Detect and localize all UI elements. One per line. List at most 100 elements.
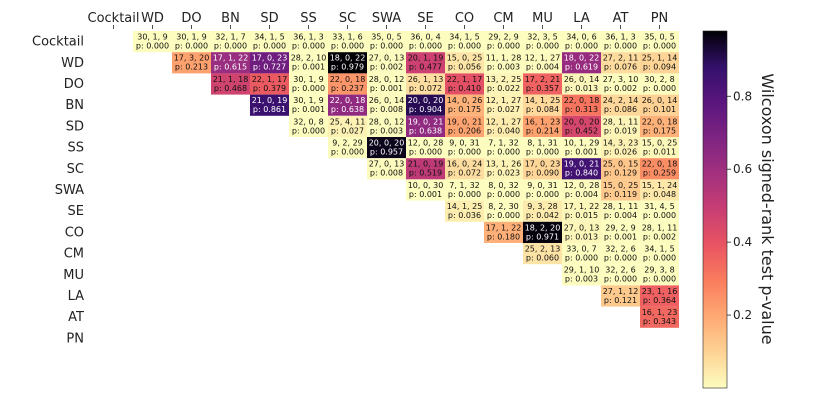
heatmap-cell-counts: 25, 4, 11 [330,117,366,126]
heatmap-cell-pvalue: p: 0.121 [604,296,637,305]
heatmap-cell-pvalue: p: 0.023 [487,169,520,178]
heatmap-cell-counts: 33, 1, 6 [332,33,363,42]
heatmap-cell: 29, 2, 9p: 0.001 [601,221,640,243]
heatmap-cell-counts: 32, 2, 6 [605,266,636,275]
colorbar-tick-label: 0.2 [733,308,752,322]
heatmap-cell: 35, 0, 5p: 0.000 [367,31,406,53]
heatmap-cell-pvalue: p: 0.011 [643,148,676,157]
heatmap-cell-rect [328,52,367,74]
heatmap-cell-rect [445,200,484,222]
heatmap-cell-rect [562,31,601,53]
heatmap-cell-counts: 7, 1, 32 [449,181,480,190]
heatmap-cell: 21, 0, 19p: 0.519 [406,158,445,180]
heatmap-cell-pvalue: p: 0.000 [409,42,442,51]
heatmap-cell-counts: 15, 1, 24 [642,181,678,190]
heatmap-cell-rect [562,94,601,116]
heatmap-cell: 14, 1, 25p: 0.084 [523,94,562,116]
heatmap-cell-pvalue: p: 0.000 [331,148,364,157]
heatmap-cell-rect [601,73,640,95]
heatmap-cell-pvalue: p: 0.002 [604,84,637,93]
x-tick-label: BN [221,11,240,26]
heatmap-cell-counts: 21, 0, 19 [252,96,288,105]
heatmap-cell-rect [289,73,328,95]
heatmap-cell: 32, 3, 5p: 0.000 [523,31,562,53]
heatmap-cell-counts: 36, 0, 4 [410,33,441,42]
heatmap-cell: 17, 0, 23p: 0.727 [250,52,289,74]
heatmap-cell: 36, 1, 3p: 0.000 [289,31,328,53]
colorbar-tick-label: 0.8 [733,89,752,103]
heatmap-cell-pvalue: p: 0.003 [487,63,520,72]
heatmap-cell-pvalue: p: 0.000 [487,211,520,220]
heatmap-cell: 33, 0, 7p: 0.000 [562,243,601,265]
heatmap-cell-pvalue: p: 0.477 [409,63,442,72]
heatmap-cell-pvalue: p: 0.237 [331,84,364,93]
heatmap-cell-pvalue: p: 0.259 [643,169,676,178]
heatmap-cell: 22, 0, 18p: 0.259 [640,158,679,180]
heatmap-cell-counts: 32, 3, 5 [527,33,558,42]
heatmap-cell-rect [601,221,640,243]
heatmap-cell-counts: 16, 1, 23 [525,117,561,126]
heatmap-cell-pvalue: p: 0.001 [409,190,442,199]
heatmap-cell-pvalue: p: 0.638 [409,126,442,135]
heatmap-cell-counts: 22, 0, 18 [642,160,678,169]
heatmap-cell-rect [445,179,484,201]
x-tick-label: SS [300,11,317,26]
heatmap-cell-counts: 28, 1, 11 [603,117,639,126]
heatmap-cell-counts: 35, 0, 5 [371,33,402,42]
heatmap-cell-counts: 22, 1, 17 [447,75,483,84]
heatmap-cell-pvalue: p: 0.638 [331,105,364,114]
heatmap-cell: 20, 0, 20p: 0.452 [562,115,601,137]
heatmap-cell: 8, 0, 32p: 0.000 [484,179,523,201]
heatmap-cell-rect [367,115,406,137]
heatmap-cell-counts: 34, 0, 6 [566,33,597,42]
heatmap-cell-counts: 28, 0, 12 [369,75,405,84]
heatmap-cell-counts: 19, 0, 21 [447,117,483,126]
heatmap-cell-pvalue: p: 0.000 [214,42,247,51]
heatmap-cell-counts: 14, 1, 25 [447,202,483,211]
heatmap-cell: 18, 2, 20p: 0.971 [523,221,562,243]
heatmap-cell-pvalue: p: 0.000 [526,42,559,51]
heatmap-cell-counts: 25, 1, 14 [642,54,678,63]
heatmap-cell-rect [523,73,562,95]
heatmap-cell: 26, 1, 13p: 0.072 [406,73,445,95]
heatmap-cell-pvalue: p: 0.000 [643,211,676,220]
heatmap-cell-counts: 34, 1, 5 [254,33,285,42]
heatmap-cell-counts: 17, 0, 23 [252,54,288,63]
heatmap-cell-rect [562,243,601,265]
x-tick-label: Cocktail [88,11,140,26]
heatmap-cell: 8, 1, 31p: 0.000 [523,137,562,159]
heatmap-cell-rect [640,306,679,328]
heatmap-cell-rect [445,137,484,159]
heatmap-cell-rect [523,94,562,116]
heatmap-cell-pvalue: p: 0.090 [526,169,559,178]
heatmap-cell-pvalue: p: 0.013 [565,84,598,93]
heatmap-cell-rect [367,52,406,74]
heatmap-cell: 22, 1, 17p: 0.379 [250,73,289,95]
x-tick-label: SD [260,11,278,26]
heatmap-cell-rect [484,94,523,116]
heatmap-cell-pvalue: p: 0.175 [448,105,481,114]
heatmap-cell-rect [562,158,601,180]
heatmap-cell: 28, 2, 10p: 0.001 [289,52,328,74]
heatmap-cell-pvalue: p: 0.000 [565,254,598,263]
heatmap-cell-rect [523,52,562,74]
heatmap-cell-pvalue: p: 0.000 [604,254,637,263]
heatmap-cell: 28, 0, 12p: 0.003 [367,115,406,137]
heatmap-cell-counts: 20, 1, 19 [408,54,444,63]
heatmap-cell-counts: 10, 0, 30 [408,181,444,190]
heatmap-cell-rect [523,221,562,243]
heatmap-cell: 17, 1, 22p: 0.180 [484,221,523,243]
heatmap-cell-counts: 30, 1, 9 [137,33,168,42]
heatmap-cell-counts: 14, 0, 26 [447,96,483,105]
heatmap-cell: 14, 3, 23p: 0.026 [601,137,640,159]
heatmap-cell-counts: 27, 0, 13 [564,223,600,232]
heatmap-cell: 27, 3, 10p: 0.002 [601,73,640,95]
heatmap-cell-pvalue: p: 0.008 [370,105,403,114]
heatmap-cell-pvalue: p: 0.000 [487,190,520,199]
heatmap-cell-rect [328,31,367,53]
heatmap-cell-rect [445,94,484,116]
heatmap-cell-counts: 12, 0, 28 [408,139,444,148]
heatmap-cell-rect [406,115,445,137]
heatmap-cell-rect [367,158,406,180]
heatmap-cell-counts: 32, 1, 7 [215,33,246,42]
